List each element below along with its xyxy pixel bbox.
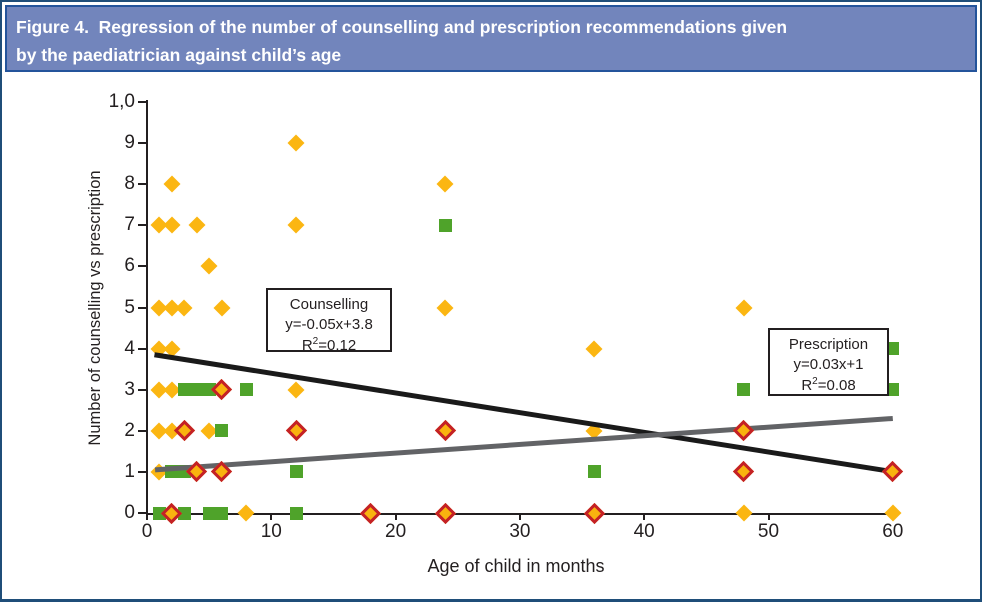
data-point-prescription [215, 506, 229, 520]
y-tick-label: 9 [124, 132, 135, 154]
y-tick-label: 3 [124, 378, 135, 400]
y-axis-line [146, 100, 148, 515]
x-axis-tick [146, 513, 148, 520]
x-tick-label: 20 [385, 521, 407, 542]
data-point-counselling [287, 134, 305, 152]
data-point-counselling-and-prescription-overlap [173, 420, 195, 442]
data-point-counselling [287, 216, 305, 234]
y-axis-tick [138, 265, 146, 268]
y-axis-tick [138, 470, 146, 473]
y-axis-tick [138, 512, 146, 514]
data-point-counselling-and-prescription-overlap [434, 420, 456, 442]
x-tick-label: 40 [633, 521, 655, 542]
y-tick-label: 5 [124, 296, 135, 318]
counselling-legend-r2: R2=0.12 [301, 335, 357, 354]
y-axis-tick [138, 429, 146, 432]
x-tick-label: 60 [882, 521, 904, 542]
y-axis-tick [138, 306, 146, 309]
data-point-counselling-and-prescription-overlap [733, 420, 755, 442]
data-point-counselling [237, 504, 255, 522]
data-point-prescription [165, 465, 179, 479]
data-point-counselling [188, 216, 206, 234]
data-point-counselling [175, 299, 193, 316]
y-tick-label: 1,0 [108, 91, 135, 112]
data-point-counselling [213, 299, 231, 316]
data-point-prescription [289, 506, 303, 520]
counselling-legend-equation: y=-0.05x+3.8 [285, 315, 373, 333]
y-axis-tick [138, 224, 146, 227]
figure-title-banner: Figure 4. Regression of the number of co… [5, 5, 977, 72]
data-point-counselling-and-prescription-overlap [434, 502, 456, 524]
y-tick-label: 2 [124, 419, 135, 441]
data-point-prescription [239, 383, 253, 397]
y-tick-label: 4 [124, 337, 135, 359]
data-point-counselling [163, 340, 181, 358]
x-axis-tick [643, 513, 646, 520]
data-point-counselling-and-prescription-overlap [210, 461, 233, 483]
data-point-prescription [886, 342, 900, 356]
data-point-counselling [436, 299, 454, 316]
data-point-counselling-and-prescription-overlap [583, 502, 606, 524]
prescription-trend-line [154, 415, 893, 473]
data-point-counselling [884, 504, 902, 522]
y-axis-tick [138, 347, 146, 350]
y-tick-label: 1 [124, 460, 135, 482]
data-point-prescription [177, 506, 191, 520]
data-point-counselling [735, 504, 753, 522]
x-tick-label: 10 [260, 521, 282, 542]
x-tick-label: 0 [141, 521, 153, 542]
data-point-counselling [287, 381, 305, 399]
data-point-counselling [163, 175, 181, 193]
y-tick-label: 6 [124, 255, 135, 277]
counselling-legend-title: Counselling [289, 296, 369, 313]
y-tick-label: 8 [124, 173, 135, 195]
prescription-legend-box: Prescription y=0.03x+1 R2=0.08 [768, 328, 889, 396]
data-point-prescription [737, 383, 751, 397]
data-point-prescription [202, 506, 216, 520]
x-tick-label: 30 [509, 521, 531, 542]
counselling-legend-box: Counselling y=-0.05x+3.8 R2=0.12 [266, 288, 392, 354]
figure-title-line2: by the paediatrician against child’s age [16, 45, 342, 66]
x-axis-tick [394, 513, 397, 520]
data-point-counselling-and-prescription-overlap [882, 461, 904, 483]
figure-title-line1: Figure 4. Regression of the number of co… [16, 17, 788, 37]
x-axis-title: Age of child in months [427, 556, 605, 576]
data-point-counselling [585, 340, 603, 358]
data-point-counselling [163, 216, 181, 234]
y-axis-tick [138, 142, 146, 145]
x-axis-tick [518, 513, 521, 520]
data-point-prescription [190, 383, 204, 397]
data-point-counselling [200, 257, 218, 275]
x-axis-tick [270, 513, 273, 520]
prescription-legend-equation: y=0.03x+1 [793, 355, 864, 373]
data-point-prescription [587, 465, 601, 479]
y-tick-label: 0 [124, 502, 135, 523]
data-point-counselling [585, 422, 603, 440]
prescription-legend-title: Prescription [788, 336, 869, 353]
x-axis-line [146, 513, 896, 515]
x-tick-label: 50 [757, 521, 780, 542]
data-point-counselling [735, 299, 753, 316]
x-axis-tick [767, 513, 770, 520]
y-axis-tick [138, 183, 146, 186]
y-axis-tick [138, 388, 146, 391]
y-tick-label: 7 [124, 214, 135, 236]
y-axis-tick [138, 101, 146, 103]
data-point-counselling-and-prescription-overlap [285, 420, 307, 442]
data-point-counselling [436, 175, 454, 193]
data-point-prescription [215, 424, 229, 438]
data-point-prescription [438, 218, 452, 232]
data-point-prescription [289, 465, 303, 479]
data-point-counselling-and-prescription-overlap [733, 461, 755, 483]
data-point-prescription [177, 383, 191, 397]
prescription-legend-r2: R2=0.08 [801, 375, 856, 394]
